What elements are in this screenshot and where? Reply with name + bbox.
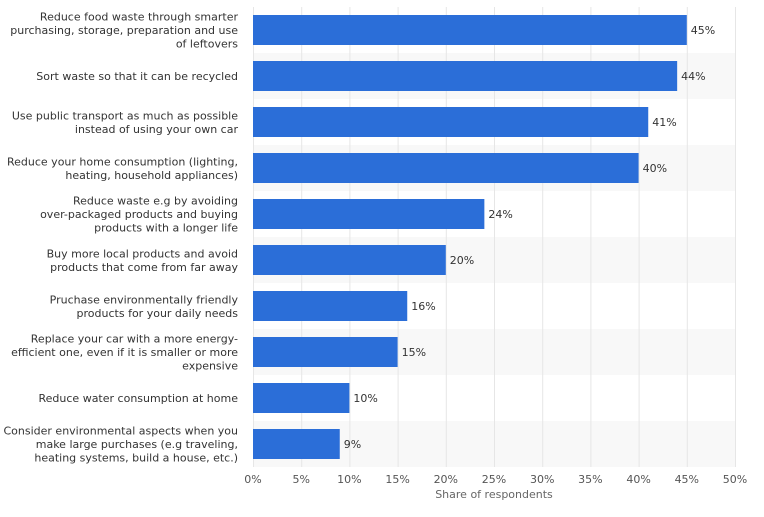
x-tick-label: 35%	[578, 473, 602, 486]
value-label: 16%	[411, 300, 435, 313]
x-tick-label: 40%	[626, 473, 650, 486]
bar	[253, 337, 398, 367]
bar	[253, 107, 649, 137]
x-tick-label: 0%	[244, 473, 261, 486]
x-tick-label: 5%	[292, 473, 309, 486]
category-label: Sort waste so that it can be recycled	[36, 70, 238, 83]
x-tick-label: 25%	[482, 473, 506, 486]
x-tick-label: 10%	[337, 473, 361, 486]
value-label: 9%	[344, 438, 361, 451]
value-label: 20%	[450, 254, 474, 267]
category-label: Pruchase environmentally friendly product…	[50, 293, 239, 320]
x-tick-label: 50%	[723, 473, 747, 486]
bar	[253, 61, 678, 91]
category-label: Reduce water consumption at home	[39, 392, 239, 405]
bar	[253, 291, 408, 321]
x-tick-label: 20%	[434, 473, 458, 486]
category-label: Replace your car with a more energy-effi…	[11, 333, 238, 373]
value-label: 44%	[681, 70, 705, 83]
bars	[253, 15, 687, 459]
category-label: Buy more local products and avoid product…	[47, 247, 239, 274]
bar	[253, 429, 340, 459]
value-label: 45%	[691, 24, 715, 37]
bar	[253, 199, 485, 229]
bar	[253, 383, 350, 413]
x-axis-title: Share of respondents	[435, 488, 553, 501]
x-axis-ticks: 0% 5% 10% 15% 20% 25% 30% 35% 40% 45% 50%	[244, 473, 747, 486]
category-label: Reduce waste e.g by avoiding over-package…	[40, 195, 238, 235]
category-label: Use public transport as much as possible…	[12, 109, 239, 136]
x-tick-label: 45%	[675, 473, 699, 486]
category-label: Reduce your home consumption (lighting, h…	[7, 155, 238, 182]
bar	[253, 153, 639, 183]
x-tick-label: 15%	[385, 473, 409, 486]
value-labels: 45% 44% 41% 40% 24% 20% 16% 15% 10% 9%	[344, 24, 715, 451]
value-label: 40%	[643, 162, 667, 175]
value-label: 41%	[652, 116, 676, 129]
bar	[253, 245, 446, 275]
value-label: 10%	[353, 392, 377, 405]
x-tick-label: 30%	[530, 473, 554, 486]
category-labels: Reduce food waste through smarter purchas…	[3, 11, 238, 465]
value-label: 15%	[402, 346, 426, 359]
category-label: Reduce food waste through smarter purchas…	[10, 11, 238, 51]
value-label: 24%	[488, 208, 512, 221]
category-label: Consider environmental aspects when you m…	[3, 425, 238, 465]
bar	[253, 15, 687, 45]
